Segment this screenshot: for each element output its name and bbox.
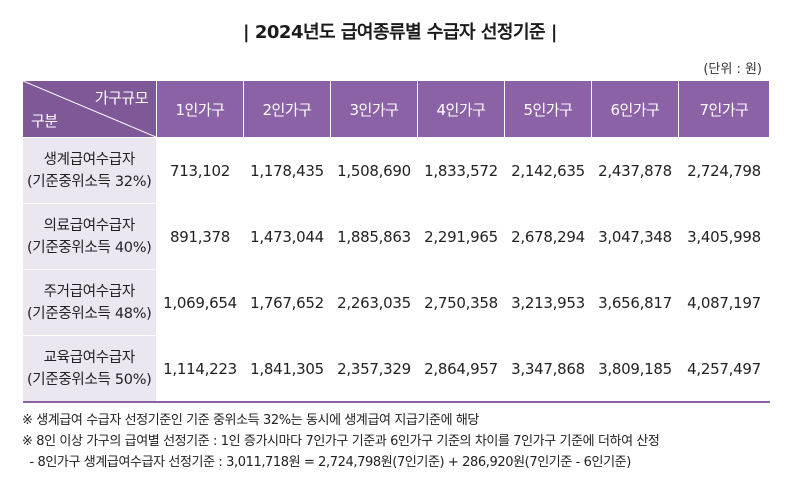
table-cell: 2,291,965 <box>417 203 505 270</box>
table-cell: 3,347,868 <box>504 335 592 403</box>
table-cell: 3,656,817 <box>591 269 679 336</box>
footnotes: ※ 생계급여 수급자 선정기준인 기준 중위소득 32%는 동시에 생계급여 지… <box>22 410 782 473</box>
header-row: 가구규모 구분 1인가구 2인가구 3인가구 4인가구 5인가구 6인가구 7인… <box>22 80 770 138</box>
unit-label: (단위 : 원) <box>703 62 762 77</box>
row-subtitle: (기준중위소득 48%) <box>26 305 152 322</box>
corner-top-label: 가구규모 <box>94 89 149 107</box>
column-header: 6인가구 <box>591 80 679 138</box>
table-cell: 2,357,329 <box>330 335 418 403</box>
table-cell: 1,841,305 <box>243 335 331 403</box>
footnote: ※ 생계급여 수급자 선정기준인 기준 중위소득 32%는 동시에 생계급여 지… <box>22 413 479 428</box>
footnote: - 8인가구 생계급여수급자 선정기준 : 3,011,718원 = 2,724… <box>22 455 631 470</box>
table-cell: 1,178,435 <box>243 137 331 204</box>
table-cell: 3,213,953 <box>504 269 592 336</box>
corner-bottom-label: 구분 <box>31 112 58 130</box>
column-header: 1인가구 <box>156 80 244 138</box>
row-header: 주거급여수급자 (기준중위소득 48%) <box>22 269 157 336</box>
criteria-table: 가구규모 구분 1인가구 2인가구 3인가구 4인가구 5인가구 6인가구 7인… <box>22 80 770 403</box>
table-cell: 1,508,690 <box>330 137 418 204</box>
table-cell: 4,087,197 <box>678 269 770 336</box>
row-subtitle: (기준중위소득 40%) <box>26 239 152 256</box>
footnote: ※ 8인 이상 가구의 급여별 선정기준 : 1인 증가시마다 7인가구 기준과… <box>22 434 660 449</box>
diagonal-divider <box>23 81 156 137</box>
table-cell: 2,724,798 <box>678 137 770 204</box>
table-cell: 3,809,185 <box>591 335 679 403</box>
table-cell: 4,257,497 <box>678 335 770 403</box>
document-title: | 2024년도 급여종류별 수급자 선정기준 | <box>243 22 557 43</box>
table-cell: 1,069,654 <box>156 269 244 336</box>
table-cell: 2,263,035 <box>330 269 418 336</box>
table-cell: 2,142,635 <box>504 137 592 204</box>
column-header: 7인가구 <box>678 80 770 138</box>
table-cell: 3,405,998 <box>678 203 770 270</box>
row-header: 교육급여수급자 (기준중위소득 50%) <box>22 335 157 403</box>
row-subtitle: (기준중위소득 50%) <box>26 371 152 388</box>
table-cell: 1,767,652 <box>243 269 331 336</box>
table-row: 생계급여수급자 (기준중위소득 32%) 713,102 1,178,435 1… <box>22 137 770 204</box>
row-name: 주거급여수급자 <box>43 283 136 300</box>
row-subtitle: (기준중위소득 32%) <box>26 173 152 190</box>
corner-cell: 가구규모 구분 <box>22 80 157 138</box>
row-name: 의료급여수급자 <box>43 217 136 234</box>
table-row: 주거급여수급자 (기준중위소득 48%) 1,069,654 1,767,652… <box>22 269 770 336</box>
row-name: 생계급여수급자 <box>43 151 136 168</box>
row-name: 교육급여수급자 <box>43 349 136 366</box>
table-cell: 1,114,223 <box>156 335 244 403</box>
table-row: 의료급여수급자 (기준중위소득 40%) 891,378 1,473,044 1… <box>22 203 770 270</box>
table-cell: 1,473,044 <box>243 203 331 270</box>
table-row: 교육급여수급자 (기준중위소득 50%) 1,114,223 1,841,305… <box>22 335 770 403</box>
table-cell: 2,678,294 <box>504 203 592 270</box>
table-cell: 3,047,348 <box>591 203 679 270</box>
table-cell: 2,437,878 <box>591 137 679 204</box>
column-header: 3인가구 <box>330 80 418 138</box>
column-header: 2인가구 <box>243 80 331 138</box>
table-cell: 713,102 <box>156 137 244 204</box>
table-cell: 2,864,957 <box>417 335 505 403</box>
table-cell: 1,885,863 <box>330 203 418 270</box>
table-cell: 891,378 <box>156 203 244 270</box>
table-cell: 2,750,358 <box>417 269 505 336</box>
row-header: 의료급여수급자 (기준중위소득 40%) <box>22 203 157 270</box>
column-header: 5인가구 <box>504 80 592 138</box>
row-header: 생계급여수급자 (기준중위소득 32%) <box>22 137 157 204</box>
column-header: 4인가구 <box>417 80 505 138</box>
table-cell: 1,833,572 <box>417 137 505 204</box>
